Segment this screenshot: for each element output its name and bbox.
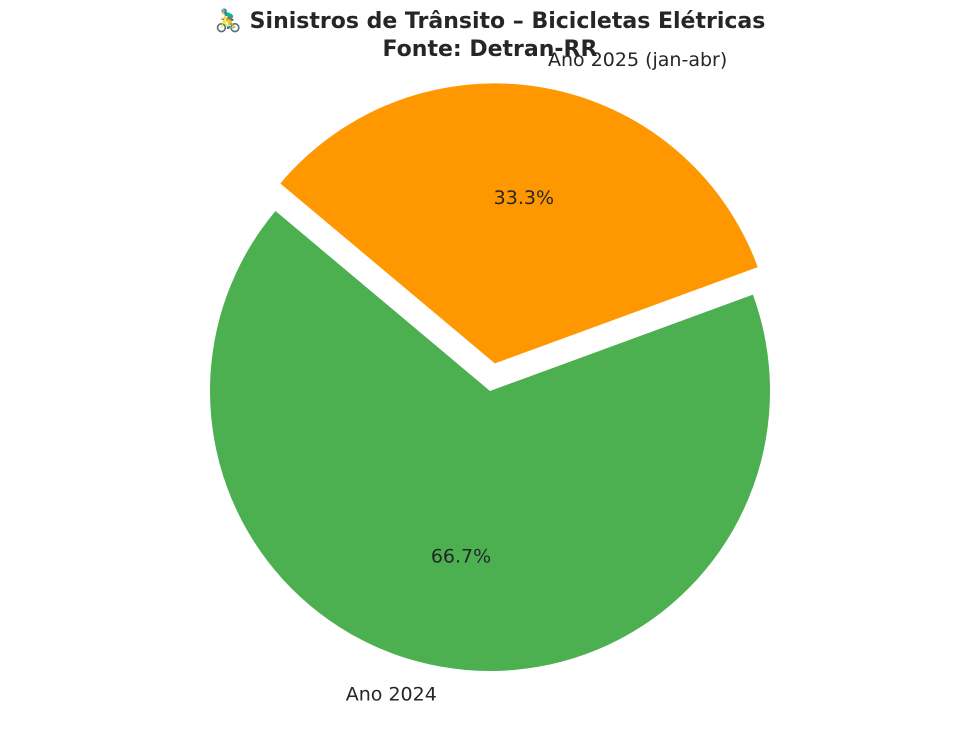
pie-slices	[210, 83, 771, 671]
pie-category-label-2: Ano 2025 (jan-abr)	[548, 49, 727, 71]
chart-title: 🚴‍♂️ Sinistros de Trânsito – Bicicletas …	[0, 8, 980, 64]
pie-percent-label-2: 33.3%	[494, 187, 554, 209]
pie-slice-1	[210, 211, 771, 671]
chart-title-line-1: 🚴‍♂️ Sinistros de Trânsito – Bicicletas …	[214, 9, 766, 34]
pie-slice-2	[280, 83, 758, 364]
chart-title-line-2: Fonte: Detran-RR	[382, 37, 598, 62]
pie-percent-label-1: 66.7%	[431, 545, 491, 567]
pie-labels: 66.7% Ano 2024 33.3% Ano 2025 (jan-abr)	[346, 49, 727, 705]
pie-category-label-1: Ano 2024	[346, 683, 437, 705]
